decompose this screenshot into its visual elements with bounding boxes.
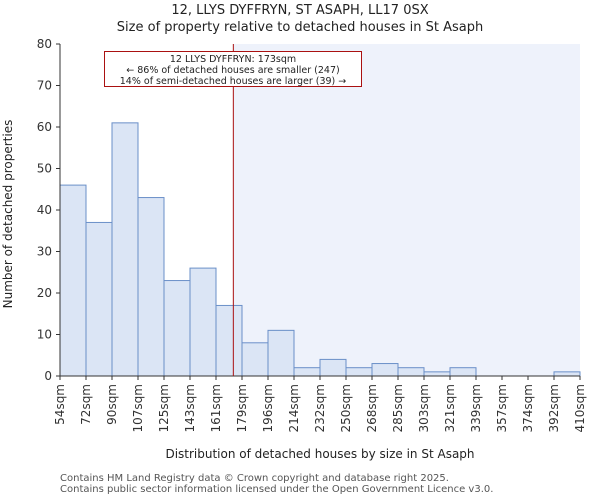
histogram-bar	[553, 371, 581, 377]
histogram-bar	[293, 367, 321, 377]
histogram-bar	[319, 358, 347, 377]
x-tick-label: 321sqm	[443, 384, 457, 432]
x-axis-title: Distribution of detached houses by size …	[165, 447, 474, 461]
histogram-bar	[371, 363, 399, 377]
x-tick-label: 72sqm	[79, 384, 93, 425]
x-tick-label: 161sqm	[209, 384, 223, 432]
chart-title-subtitle: Size of property relative to detached ho…	[116, 20, 484, 35]
histogram-bar	[163, 280, 191, 377]
x-tick-label: 232sqm	[313, 384, 327, 432]
histogram-bar	[449, 367, 477, 377]
y-axis-title: Number of detached properties	[1, 120, 15, 309]
histogram-bar	[241, 342, 269, 377]
chart-title-address: 12, LLYS DYFFRYN, ST ASAPH, LL17 0SX	[171, 3, 429, 18]
y-tick-label: 50	[37, 162, 52, 176]
histogram-bar	[423, 371, 451, 377]
x-tick-label: 303sqm	[417, 384, 431, 432]
x-tick-label: 374sqm	[521, 384, 535, 432]
footer-copyright: Contains HM Land Registry data © Crown c…	[60, 473, 449, 484]
x-tick-label: 392sqm	[547, 384, 561, 432]
property-annotation-box: 12 LLYS DYFFRYN: 173sqm ← 86% of detache…	[104, 51, 362, 87]
x-tick-label: 285sqm	[391, 384, 405, 432]
histogram-bar	[397, 367, 425, 377]
histogram-bar	[189, 267, 217, 377]
x-tick-label: 268sqm	[365, 384, 379, 432]
x-tick-label: 125sqm	[157, 384, 171, 432]
x-tick-label: 250sqm	[339, 384, 353, 432]
annotation-line-smaller: ← 86% of detached houses are smaller (24…	[126, 65, 340, 76]
x-tick-label: 90sqm	[105, 384, 119, 425]
x-tick-label: 339sqm	[469, 384, 483, 432]
y-tick-label: 60	[37, 120, 52, 134]
annotation-line-larger: 14% of semi-detached houses are larger (…	[119, 76, 347, 87]
y-tick-label: 40	[37, 203, 52, 217]
histogram-bar	[215, 304, 243, 377]
y-tick-label: 20	[37, 286, 52, 300]
x-tick-label: 214sqm	[287, 384, 301, 432]
x-tick-label: 357sqm	[495, 384, 509, 432]
histogram-bar	[267, 329, 295, 377]
histogram-bar	[137, 197, 165, 377]
histogram-bar	[59, 184, 87, 377]
x-tick-label: 179sqm	[235, 384, 249, 432]
larger-size-shade	[233, 44, 581, 376]
x-tick-label: 196sqm	[261, 384, 275, 432]
y-tick-label: 70	[37, 79, 52, 93]
annotation-line-property: 12 LLYS DYFFRYN: 173sqm	[169, 54, 297, 65]
x-tick-label: 143sqm	[183, 384, 197, 432]
x-tick-label: 107sqm	[131, 384, 145, 432]
y-tick-label: 30	[37, 245, 52, 259]
x-tick-label: 410sqm	[573, 384, 587, 432]
x-tick-label: 54sqm	[53, 384, 67, 425]
footer-licence: Contains public sector information licen…	[60, 484, 494, 495]
y-tick-label: 0	[44, 369, 52, 383]
y-tick-label: 80	[37, 37, 52, 51]
histogram-bar	[345, 367, 373, 377]
histogram-bar	[85, 221, 113, 377]
histogram-bar	[111, 122, 139, 377]
y-tick-label: 10	[37, 328, 52, 342]
